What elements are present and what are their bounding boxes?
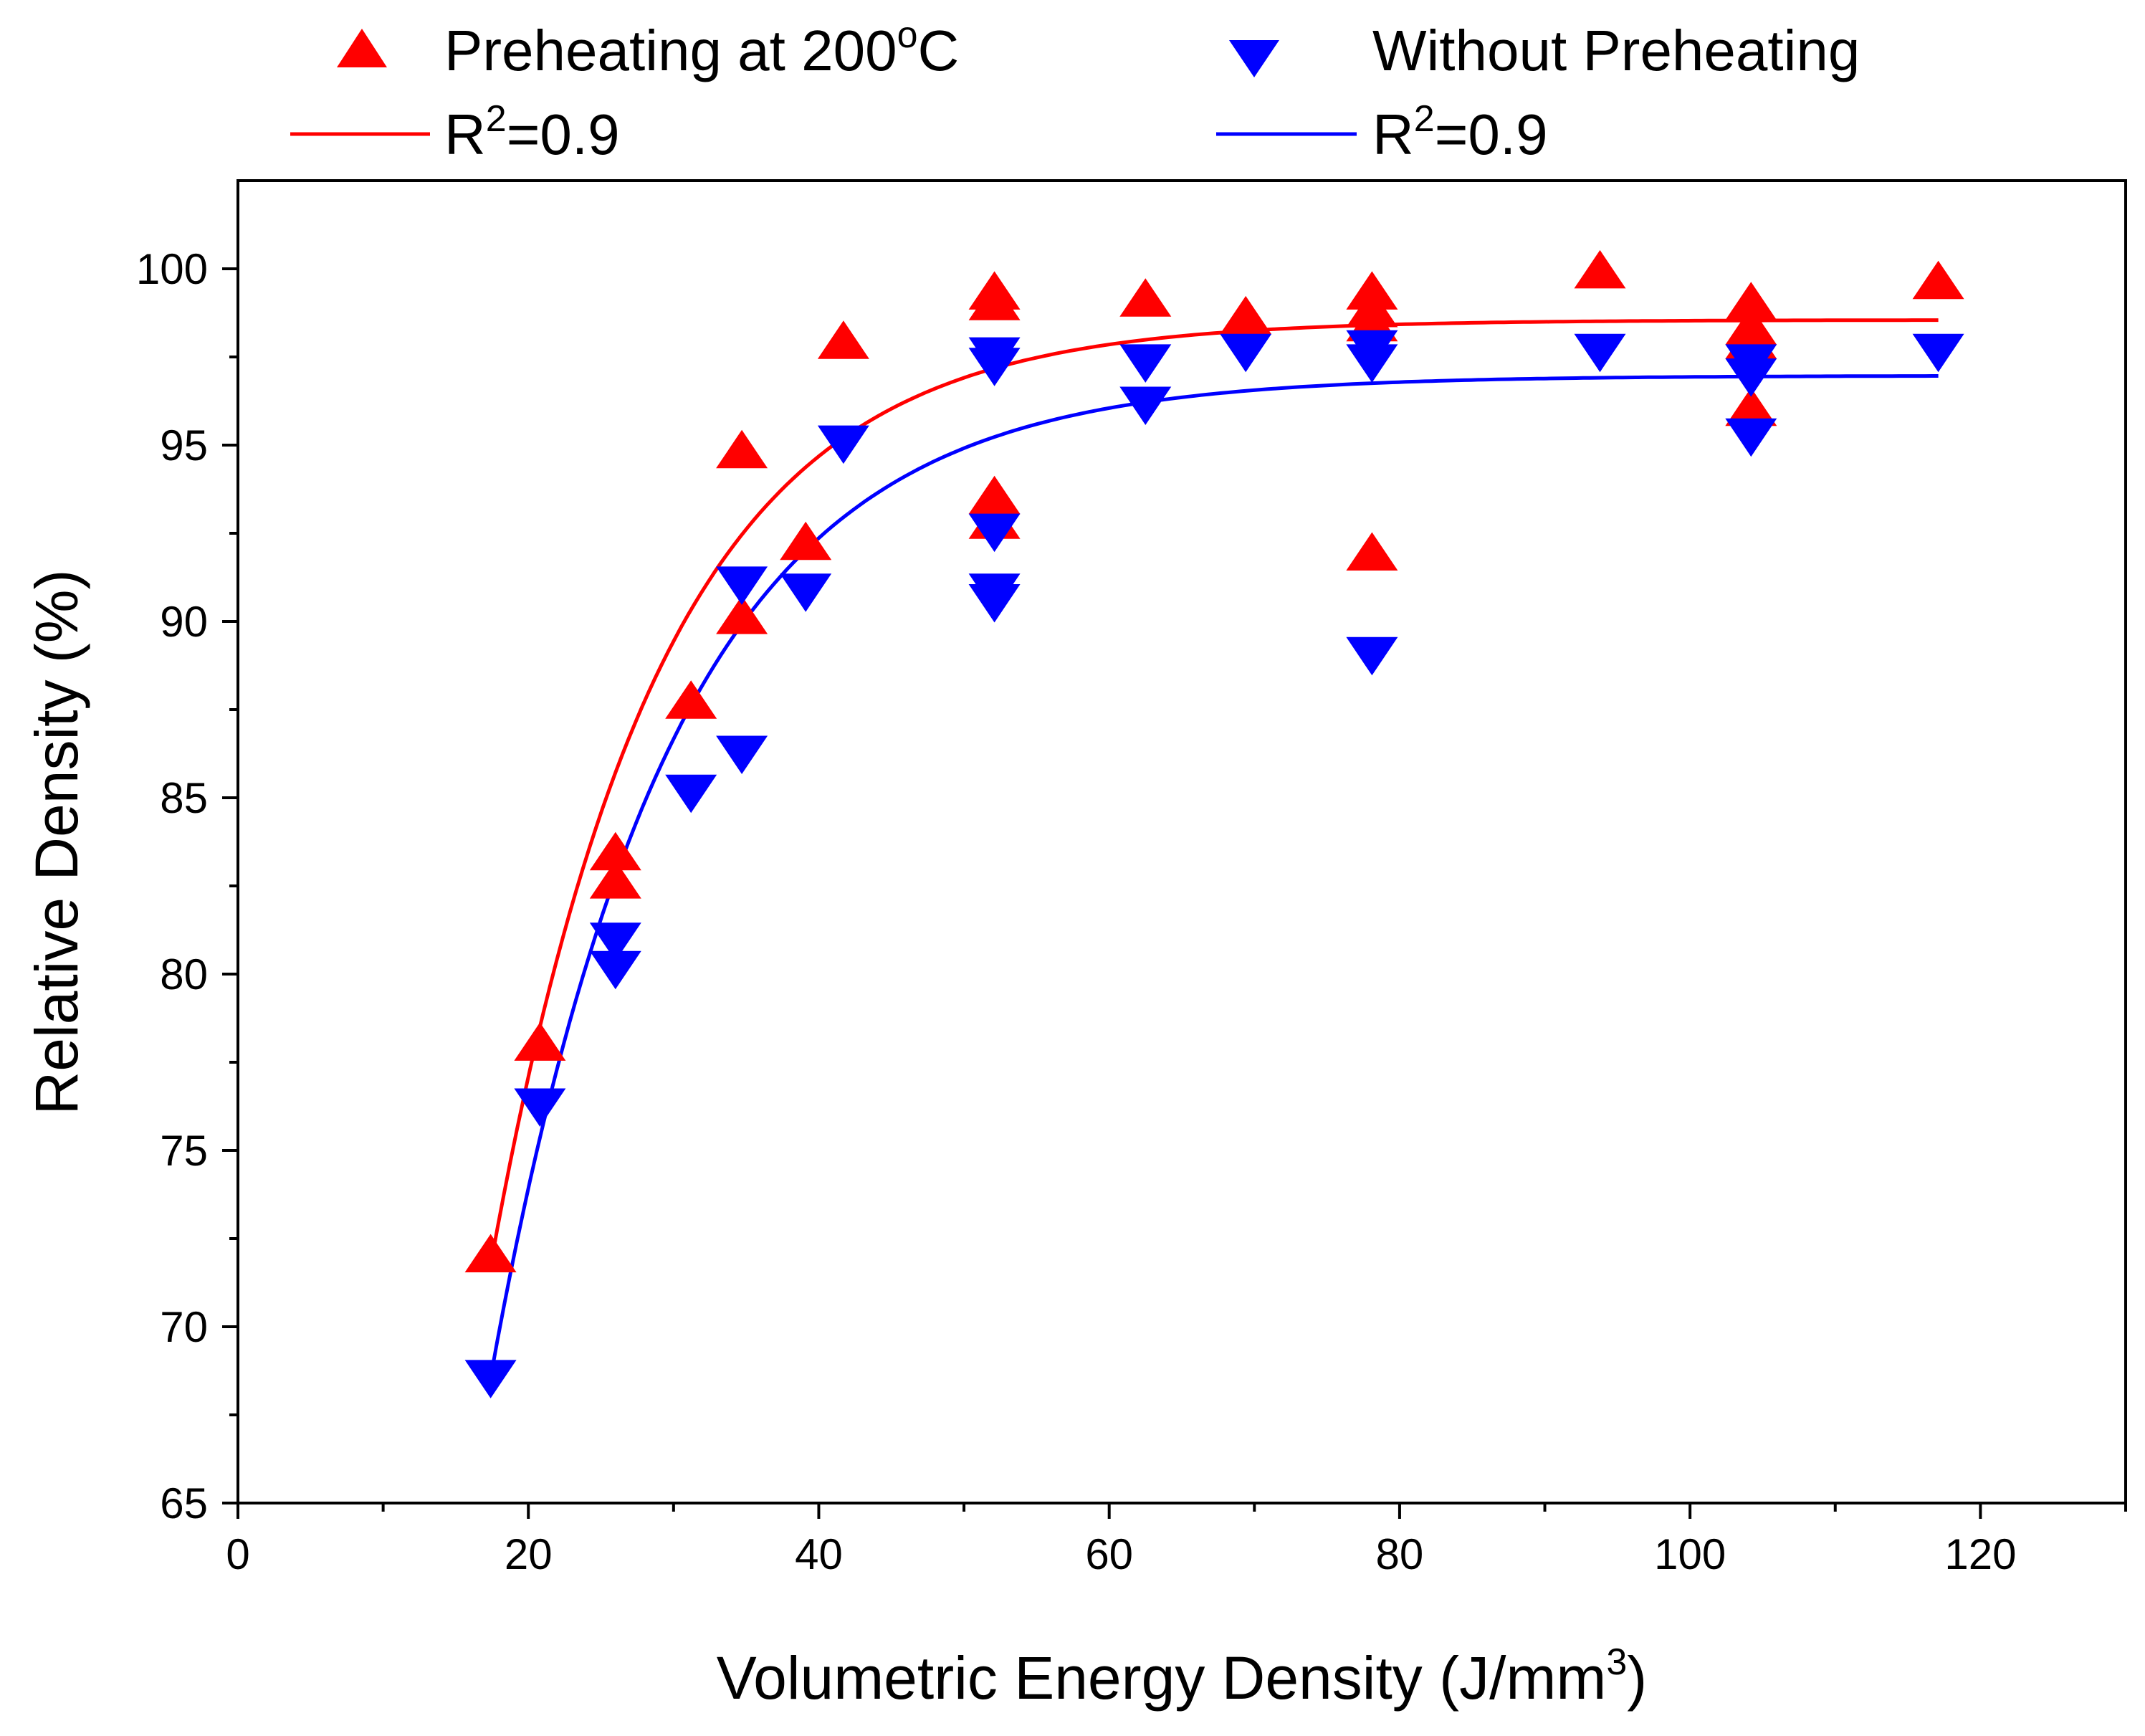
y-tick-label: 85 — [160, 774, 208, 822]
marker-no_preheat — [464, 1360, 517, 1398]
marker-no_preheat — [1220, 333, 1272, 373]
legend-marker-no-preheat — [1229, 40, 1279, 77]
marker-no_preheat — [1346, 636, 1398, 676]
x-axis-title: Volumetric Energy Density (J/mm3) — [717, 1641, 1648, 1712]
y-axis: 65 70 75 80 85 90 95 100 — [136, 245, 238, 1527]
marker-preheat — [464, 1234, 517, 1273]
marker-no_preheat — [1725, 358, 1777, 397]
fit-line-no_preheat — [489, 374, 1939, 1378]
marker-no_preheat — [968, 513, 1021, 553]
marker-no_preheat — [817, 425, 869, 464]
marker-no_preheat — [1574, 333, 1626, 373]
markers — [464, 249, 1964, 1398]
x-tick-label: 120 — [1944, 1530, 2016, 1578]
marker-preheat — [1346, 532, 1398, 571]
marker-preheat — [1912, 260, 1964, 300]
plot-area-frame — [237, 179, 2127, 1504]
x-tick-label: 100 — [1654, 1530, 1726, 1578]
x-tick-label: 0 — [226, 1530, 249, 1578]
y-axis-title: Relative Density (%) — [23, 570, 90, 1115]
y-tick-label: 95 — [160, 421, 208, 469]
marker-preheat — [1725, 387, 1777, 426]
marker-no_preheat — [665, 774, 717, 814]
marker-preheat — [968, 475, 1021, 515]
marker-preheat — [1574, 249, 1626, 289]
legend-label-no-preheat: Without Preheating — [1372, 19, 1860, 82]
marker-no_preheat — [716, 735, 768, 774]
y-tick-label: 70 — [160, 1303, 208, 1351]
x-tick-label: 40 — [795, 1530, 843, 1578]
marker-no_preheat — [1912, 333, 1964, 373]
fit-lines — [489, 318, 1939, 1378]
marker-preheat — [665, 680, 717, 719]
marker-preheat — [589, 831, 641, 871]
marker-no_preheat — [1346, 344, 1398, 383]
y-tick-label: 75 — [160, 1127, 208, 1175]
marker-no_preheat — [968, 584, 1021, 623]
marker-no_preheat — [968, 348, 1021, 386]
marker-preheat — [514, 1022, 566, 1061]
legend-label-fit-no-preheat: R2=0.9 — [1372, 98, 1548, 166]
marker-preheat — [1220, 295, 1272, 335]
legend-label-fit-preheat: R2=0.9 — [444, 98, 620, 166]
marker-no_preheat — [780, 573, 832, 612]
y-tick-label: 100 — [136, 245, 208, 293]
marker-no_preheat — [1725, 418, 1777, 457]
marker-preheat — [780, 521, 832, 561]
y-tick-label: 65 — [160, 1479, 208, 1527]
x-tick-label: 20 — [505, 1530, 553, 1578]
marker-preheat — [817, 320, 869, 359]
fit-line-preheat — [489, 318, 1939, 1267]
marker-no_preheat — [589, 950, 641, 990]
marker-preheat — [716, 596, 768, 634]
legend-label-preheat: Preheating at 200oC — [444, 14, 959, 82]
marker-preheat — [716, 429, 768, 469]
marker-no_preheat — [514, 1088, 566, 1127]
marker-preheat — [968, 282, 1021, 320]
x-axis: 0 20 40 60 80 100 120 — [226, 1503, 2127, 1578]
marker-no_preheat — [1119, 386, 1172, 425]
marker-preheat — [1725, 282, 1777, 320]
y-tick-label: 80 — [160, 950, 208, 998]
marker-preheat — [589, 860, 641, 899]
marker-no_preheat — [589, 922, 641, 961]
legend-marker-preheat — [337, 29, 387, 67]
y-tick-label: 90 — [160, 598, 208, 646]
marker-no_preheat — [716, 566, 768, 605]
marker-no_preheat — [1119, 344, 1172, 383]
marker-preheat — [1119, 278, 1172, 317]
x-tick-label: 80 — [1376, 1530, 1424, 1578]
x-tick-label: 60 — [1085, 1530, 1133, 1578]
legend: Preheating at 200oC Without Preheating R… — [290, 14, 1860, 166]
